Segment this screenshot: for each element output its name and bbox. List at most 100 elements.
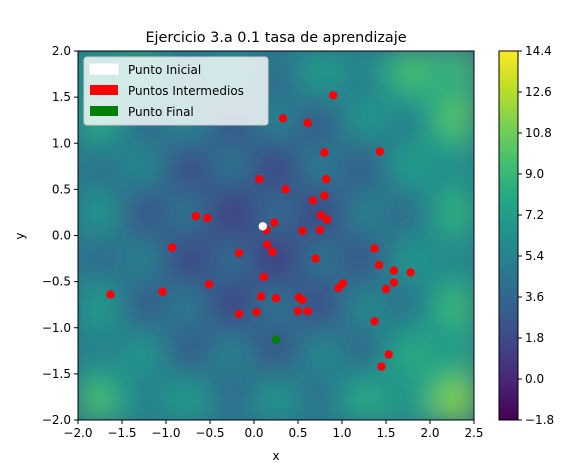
contour-cell	[161, 193, 167, 200]
contour-cell	[302, 143, 308, 149]
contour-cell	[201, 203, 207, 209]
contour-cell	[78, 406, 83, 412]
contour-cell	[108, 401, 114, 407]
contour-cell	[201, 387, 207, 393]
contour-cell	[293, 396, 299, 403]
contour-cell	[337, 318, 343, 324]
contour-cell	[276, 184, 281, 190]
contour-cell	[333, 240, 339, 246]
contour-cell	[298, 267, 303, 273]
contour-cell	[82, 166, 88, 172]
contour-cell	[214, 258, 220, 264]
contour-cell	[328, 286, 334, 292]
contour-cell	[223, 364, 229, 370]
contour-cell	[192, 341, 198, 347]
contour-cell	[333, 373, 339, 380]
contour-cell	[82, 152, 88, 158]
contour-cell	[196, 235, 202, 241]
contour-cell	[289, 184, 295, 190]
contour-cell	[232, 203, 237, 209]
contour-cell	[100, 415, 105, 420]
contour-cell	[174, 346, 180, 352]
contour-cell	[342, 318, 347, 324]
contour-cell	[108, 396, 114, 403]
contour-cell	[210, 272, 215, 278]
contour-cell	[130, 207, 136, 214]
contour-cell	[280, 267, 286, 273]
contour-cell	[170, 410, 176, 416]
contour-cell	[271, 97, 277, 103]
contour-cell	[306, 392, 312, 398]
contour-cell	[337, 378, 343, 384]
contour-cell	[267, 124, 273, 131]
contour-cell	[91, 147, 97, 154]
contour-cell	[267, 392, 273, 398]
contour-cell	[91, 346, 97, 352]
contour-cell	[302, 74, 308, 80]
contour-cell	[315, 124, 321, 131]
contour-cell	[148, 124, 154, 131]
contour-cell	[293, 350, 299, 357]
contour-cell	[113, 323, 119, 329]
contour-cell	[311, 401, 317, 407]
contour-cell	[232, 193, 237, 200]
contour-cell	[135, 350, 141, 357]
contour-cell	[82, 336, 88, 343]
contour-cell	[214, 152, 220, 158]
contour-cell	[302, 304, 308, 310]
contour-cell	[214, 396, 220, 403]
contour-cell	[135, 300, 141, 306]
contour-cell	[254, 161, 259, 167]
contour-cell	[245, 134, 251, 140]
contour-cell	[280, 230, 286, 237]
contour-cell	[240, 267, 246, 273]
contour-cell	[201, 51, 207, 57]
contour-cell	[262, 415, 268, 420]
contour-cell	[346, 226, 352, 232]
contour-cell	[271, 189, 277, 195]
contour-cell	[166, 415, 171, 420]
contour-cell	[320, 364, 325, 370]
contour-cell	[82, 309, 88, 315]
contour-cell	[280, 207, 286, 214]
contour-cell	[113, 304, 119, 310]
contour-cell	[95, 143, 101, 149]
contour-cell	[240, 300, 246, 306]
contour-cell	[78, 115, 83, 121]
contour-cell	[78, 120, 83, 126]
contour-cell	[100, 235, 105, 241]
contour-cell	[139, 258, 145, 264]
contour-cell	[306, 263, 312, 269]
contour-cell	[117, 415, 123, 420]
contour-cell	[130, 161, 136, 167]
contour-cell	[100, 309, 105, 315]
contour-cell	[289, 235, 295, 241]
contour-cell	[342, 396, 347, 403]
contour-cell	[293, 346, 299, 352]
contour-cell	[218, 387, 224, 393]
contour-cell	[223, 240, 229, 246]
contour-cell	[227, 175, 233, 181]
contour-cell	[126, 235, 132, 241]
contour-cell	[311, 364, 317, 370]
contour-cell	[320, 336, 325, 343]
contour-cell	[320, 327, 325, 333]
contour-cell	[289, 212, 295, 218]
contour-cell	[135, 258, 141, 264]
contour-cell	[346, 249, 352, 255]
contour-cell	[306, 106, 312, 112]
contour-cell	[126, 277, 132, 283]
contour-cell	[324, 387, 330, 393]
contour-cell	[320, 272, 325, 278]
contour-cell	[139, 313, 145, 320]
contour-cell	[271, 157, 277, 163]
contour-cell	[188, 277, 193, 283]
contour-cell	[302, 258, 308, 264]
contour-cell	[249, 281, 255, 287]
contour-cell	[328, 387, 334, 393]
contour-cell	[280, 258, 286, 264]
contour-cell	[320, 267, 325, 273]
contour-cell	[337, 355, 343, 361]
contour-cell	[346, 295, 352, 301]
contour-cell	[254, 147, 259, 154]
